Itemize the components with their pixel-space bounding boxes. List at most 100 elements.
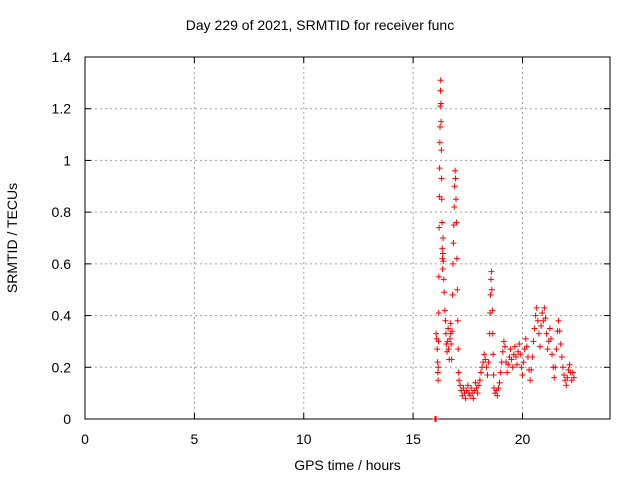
data-point — [484, 372, 491, 379]
plot-frame — [84, 56, 611, 420]
data-point — [439, 219, 445, 226]
data-point — [438, 118, 445, 125]
data-point — [450, 222, 457, 229]
data-point — [489, 307, 496, 314]
x-tick-label: 10 — [296, 431, 312, 447]
y-tick-label: 1.2 — [52, 101, 72, 117]
data-point — [514, 361, 521, 368]
data-point — [488, 268, 495, 275]
data-point — [489, 330, 496, 337]
data-point — [441, 289, 448, 296]
data-point — [456, 377, 463, 384]
data-point — [516, 341, 523, 348]
grid-lines — [85, 57, 610, 419]
y-tick-label: 1.4 — [52, 49, 72, 65]
data-point — [436, 165, 443, 172]
data-point — [476, 377, 483, 384]
data-point — [566, 361, 573, 368]
data-point — [439, 250, 446, 257]
data-point — [450, 240, 457, 247]
data-point — [435, 377, 442, 384]
data-point — [552, 364, 559, 371]
data-point — [557, 341, 564, 348]
x-tick-label: 20 — [515, 431, 531, 447]
data-point — [505, 361, 512, 368]
data-point — [437, 123, 444, 130]
data-point — [502, 343, 508, 350]
data-point — [537, 343, 543, 350]
data-point — [440, 235, 447, 241]
data-point — [460, 384, 467, 391]
data-point — [520, 359, 527, 366]
data-point — [436, 224, 443, 231]
data-point — [437, 77, 444, 84]
data-point — [570, 374, 577, 381]
data-point — [551, 374, 558, 381]
data-point — [523, 343, 530, 350]
data-point — [449, 328, 456, 335]
data-point — [496, 379, 503, 386]
data-point — [435, 309, 442, 316]
data-point — [504, 369, 511, 376]
data-point — [433, 416, 440, 422]
data-point — [447, 320, 454, 327]
data-point — [481, 351, 488, 358]
data-point — [517, 351, 524, 358]
data-point — [454, 286, 461, 293]
data-point — [528, 366, 535, 373]
data-point — [542, 315, 549, 322]
y-axis-ticks: 0 0.2 0.4 0.6 0.8 1 1.2 1.4 — [52, 49, 610, 427]
data-point — [518, 364, 525, 371]
data-point — [509, 364, 516, 371]
y-axis-label: SRMTID / TECUs — [4, 182, 20, 294]
data-point — [529, 353, 536, 360]
data-point — [475, 382, 482, 389]
data-point — [474, 390, 481, 397]
y-tick-label: 1 — [63, 152, 71, 168]
data-point — [527, 377, 534, 384]
data-point — [558, 353, 565, 360]
data-point — [451, 183, 458, 190]
data-point — [530, 338, 537, 345]
data-point — [508, 356, 515, 363]
data-point — [490, 372, 497, 379]
data-point — [442, 317, 449, 324]
data-point — [457, 382, 464, 389]
data-point — [534, 317, 541, 324]
data-point — [447, 330, 454, 337]
data-point — [448, 341, 455, 348]
data-point — [482, 356, 489, 363]
data-point — [438, 196, 445, 203]
data-point — [488, 276, 494, 283]
data-point — [434, 346, 441, 353]
data-point — [547, 335, 554, 342]
x-axis-ticks: 0 5 10 15 20 — [81, 57, 530, 447]
data-point — [561, 372, 568, 379]
x-axis-label: GPS time / hours — [294, 457, 401, 473]
data-point — [453, 255, 460, 262]
data-point — [487, 291, 494, 298]
data-point — [454, 317, 461, 324]
y-tick-label: 0.4 — [52, 308, 72, 324]
data-point — [439, 255, 446, 262]
data-point — [483, 364, 490, 371]
data-point — [569, 369, 576, 376]
data-point — [533, 304, 540, 311]
data-point — [538, 322, 545, 329]
x-tick-label: 0 — [81, 431, 89, 447]
data-point — [445, 325, 452, 332]
data-point — [532, 312, 539, 319]
data-point — [541, 304, 548, 311]
data-point — [555, 317, 562, 324]
data-point — [455, 369, 462, 376]
data-point — [470, 395, 477, 402]
data-point — [451, 203, 458, 210]
chart-title: Day 229 of 2021, SRMTID for receiver fun… — [185, 17, 455, 33]
data-point — [507, 346, 514, 353]
data-point — [468, 384, 475, 391]
data-point — [452, 167, 459, 174]
data-point — [512, 353, 519, 360]
data-point — [490, 351, 497, 358]
y-tick-label: 0.6 — [52, 256, 72, 272]
